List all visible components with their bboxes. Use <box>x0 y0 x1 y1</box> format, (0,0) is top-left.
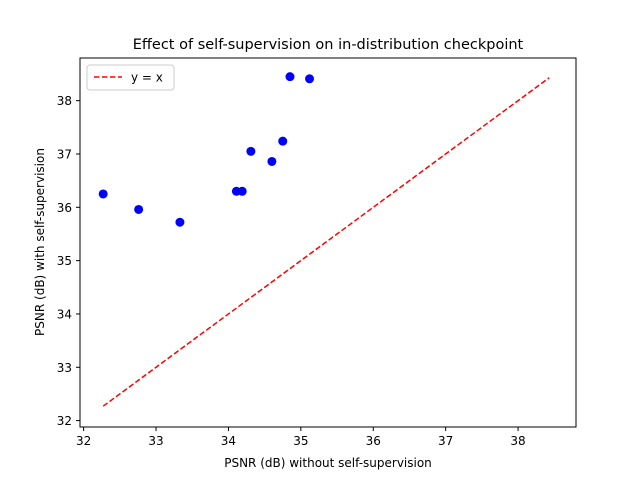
y-axis-label: PSNR (dB) with self-supervision <box>33 148 47 336</box>
scatter-point <box>175 217 185 227</box>
y-axis-ticks: 32 33 34 35 36 37 38 <box>57 94 80 428</box>
x-tick-label: 38 <box>510 434 525 448</box>
scatter-point <box>134 204 144 214</box>
plot-area <box>98 72 550 407</box>
y-tick-label: 35 <box>57 254 72 268</box>
y-tick-label: 32 <box>57 414 72 428</box>
y-tick-label: 38 <box>57 94 72 108</box>
y-tick-label: 33 <box>57 361 72 375</box>
scatter-point <box>237 186 247 196</box>
x-tick-label: 34 <box>221 434 236 448</box>
chart-title: Effect of self-supervision on in-distrib… <box>133 37 524 53</box>
scatter-point <box>246 146 256 156</box>
axes-frame <box>79 57 577 428</box>
x-tick-label: 37 <box>438 434 453 448</box>
y-tick-label: 34 <box>57 307 72 321</box>
legend-box <box>86 64 175 91</box>
scatter-point <box>285 72 295 82</box>
scatter-point <box>98 189 108 199</box>
legend: y = x <box>86 64 175 91</box>
x-tick-label: 32 <box>76 434 91 448</box>
x-tick-label: 33 <box>148 434 163 448</box>
x-axis-ticks: 32 33 34 35 36 37 38 <box>76 427 526 448</box>
legend-label: y = x <box>131 71 163 85</box>
x-tick-label: 36 <box>366 434 381 448</box>
scatter-point <box>305 74 315 84</box>
reference-line-y-equals-x <box>102 77 550 407</box>
x-tick-label: 35 <box>293 434 308 448</box>
scatter-point <box>278 136 288 146</box>
y-tick-label: 36 <box>57 201 72 215</box>
y-tick-label: 37 <box>57 147 72 161</box>
scatter-point <box>267 156 277 166</box>
x-axis-label: PSNR (dB) without self-supervision <box>224 456 432 470</box>
